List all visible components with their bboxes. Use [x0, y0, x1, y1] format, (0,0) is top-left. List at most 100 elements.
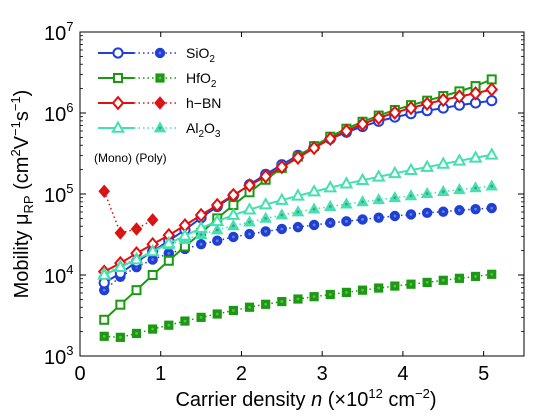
marker-center [345, 219, 348, 223]
legend-item-al2o3: Al2O3 [98, 120, 221, 140]
series-layer [97, 74, 499, 342]
marker-center [102, 288, 106, 292]
marker-center [361, 288, 364, 292]
marker-center [377, 198, 381, 202]
mono-point [178, 228, 192, 241]
mono-point [371, 169, 386, 182]
mono-point [145, 243, 160, 257]
marker-center [199, 233, 203, 237]
marker-center [393, 214, 397, 218]
x-tick-label: 5 [478, 363, 489, 385]
marker-center [490, 206, 494, 210]
x-tick-label: 4 [397, 363, 408, 385]
mono-point [194, 220, 208, 233]
marker-center [280, 213, 284, 217]
mono-point [243, 177, 256, 193]
marker-center [102, 334, 106, 338]
marker-center [328, 293, 332, 296]
mono-point [340, 123, 353, 139]
mono-point [113, 259, 128, 272]
marker-center [280, 300, 284, 303]
marker-center [474, 275, 477, 278]
mono-point [115, 299, 126, 310]
poly-line [103, 191, 154, 234]
mono-point [420, 96, 434, 112]
marker-center [215, 228, 219, 232]
mono-point [275, 159, 289, 175]
mono-point [242, 202, 257, 215]
marker-center [248, 232, 251, 236]
mono-point [372, 110, 386, 126]
mono-point [469, 85, 482, 101]
marker-center [425, 192, 429, 196]
mono-point [484, 147, 499, 160]
marker-center [441, 278, 445, 282]
marker-center [167, 323, 171, 327]
marker-center [474, 207, 477, 211]
marker-center [158, 76, 162, 80]
mono-point [147, 270, 158, 280]
marker-center [199, 315, 203, 319]
marker-center [158, 126, 162, 130]
marker-center [102, 189, 106, 193]
marker-center [264, 216, 268, 220]
poly-line [103, 207, 492, 291]
mono-point [420, 159, 435, 172]
marker-center [490, 272, 494, 276]
mono-point [163, 255, 174, 266]
marker-center [345, 290, 348, 294]
x-tick-label: 2 [236, 363, 247, 385]
marker-center [158, 101, 162, 105]
marker-center [312, 295, 316, 299]
marker-center [151, 218, 155, 222]
mono-point [323, 180, 338, 193]
mono-point [258, 197, 273, 210]
x-tick-label: 3 [317, 363, 328, 385]
series-h-bn [97, 82, 499, 279]
mono-point [404, 162, 418, 175]
marker-center [158, 51, 162, 55]
mono-point [387, 165, 402, 179]
mono-point [99, 314, 110, 325]
legend-mono-marker [112, 47, 124, 59]
marker-center [409, 282, 413, 286]
poly-line [104, 273, 492, 339]
marker-center [135, 332, 138, 335]
axis-labels: Carrier density n (×1012 cm−2) Mobility μ… [8, 90, 437, 411]
y-tick-label: 105 [44, 181, 73, 207]
marker-center [248, 305, 251, 309]
y-tick-label: 104 [44, 262, 73, 288]
mono-point [436, 156, 451, 169]
marker-center [312, 223, 316, 227]
mono-point [388, 105, 402, 120]
marker-center [199, 242, 203, 246]
marker-center [248, 220, 251, 224]
mono-point [291, 150, 305, 166]
marker-center [361, 218, 364, 221]
legend-label: SiO2 [186, 45, 215, 65]
marker-center [151, 327, 155, 331]
legend-label: Al2O3 [186, 120, 221, 140]
marker-center [409, 212, 413, 216]
legend-mono-marker [111, 120, 125, 133]
marker-center [231, 235, 235, 239]
marker-center [458, 208, 461, 212]
marker-center [393, 284, 397, 288]
legend-label: HfO2 [186, 70, 217, 90]
marker-center [458, 188, 461, 192]
mono-point [131, 285, 142, 296]
marker-center [345, 202, 348, 206]
legend-mono-marker [111, 95, 125, 111]
marker-center [215, 312, 219, 316]
marker-center [183, 319, 187, 323]
mono-point [210, 213, 225, 227]
legend-item-hfo2: HfO2 [98, 70, 217, 90]
mono-point [227, 187, 240, 203]
y-tick-label: 106 [44, 100, 73, 126]
mono-point [97, 267, 112, 280]
marker-center [474, 186, 477, 190]
marker-center [312, 207, 316, 211]
mono-point [453, 89, 466, 104]
mono-point [356, 116, 369, 132]
